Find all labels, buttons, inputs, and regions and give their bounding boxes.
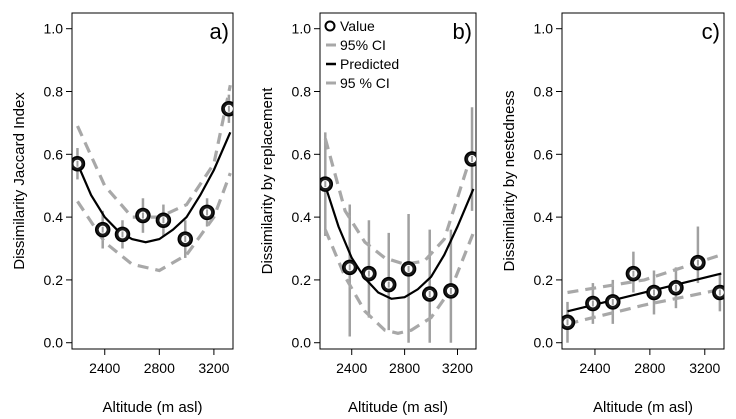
data-layer xyxy=(72,84,233,273)
y-tick-label: 0.8 xyxy=(44,84,64,100)
panel-c: 0.0 0.2 0.4 0.6 0.8 1.0 2400 2800 3200 Altitude (… xyxy=(501,12,725,416)
legend-entry: 95 % CI xyxy=(340,75,390,91)
y-tick-label: 0.2 xyxy=(534,272,554,288)
y-tick-label: 0.4 xyxy=(44,209,64,225)
y-tick-label: 0.6 xyxy=(44,146,64,162)
legend-value-symbol xyxy=(324,20,336,32)
x-axis-title: Altitude (m asl) xyxy=(102,399,202,416)
x-tick-label: 2800 xyxy=(634,360,665,376)
predicted-line xyxy=(324,185,475,300)
panel-label: c) xyxy=(702,19,720,44)
y-tick-label: 0.6 xyxy=(534,146,554,162)
y-tick-label: 0.2 xyxy=(44,272,64,288)
x-tick-label: 2400 xyxy=(579,360,610,376)
x-tick-label: 2400 xyxy=(89,360,120,376)
x-tick-label: 3200 xyxy=(442,360,473,376)
y-tick-label: 0.0 xyxy=(534,335,554,351)
y-tick-label: 0.2 xyxy=(292,272,312,288)
plot-frame xyxy=(71,12,234,350)
x-tick-label: 2800 xyxy=(144,360,175,376)
panel-label: b) xyxy=(452,19,472,44)
y-tick-label: 0.6 xyxy=(292,146,312,162)
ci-upper-line xyxy=(323,138,475,266)
y-axis-title: Dissimilarity Jaccard Index xyxy=(11,92,28,270)
x-tick-label: 3200 xyxy=(689,360,720,376)
y-tick-label: 0.0 xyxy=(292,335,312,351)
y-tick-label: 0.4 xyxy=(534,209,554,225)
data-layer xyxy=(320,107,476,343)
legend-entry: Predicted xyxy=(340,56,399,72)
panel-label: a) xyxy=(209,19,229,44)
x-tick-label: 2800 xyxy=(389,360,420,376)
x-tick-label: 2400 xyxy=(336,360,367,376)
y-axis-title: Dissimilarity by replacement xyxy=(259,87,276,275)
x-axis-title: Altitude (m asl) xyxy=(593,399,693,416)
y-tick-label: 0.8 xyxy=(292,84,312,100)
y-tick-label: 1.0 xyxy=(292,21,312,37)
data-layer xyxy=(562,226,724,343)
y-tick-label: 0.8 xyxy=(534,84,554,100)
ci-lower-line xyxy=(76,172,232,273)
x-tick-label: 3200 xyxy=(198,360,229,376)
y-tick-label: 0.4 xyxy=(292,209,312,225)
legend-entry: 95% CI xyxy=(340,37,386,53)
legend-entry: Value xyxy=(340,18,375,34)
y-tick-label: 1.0 xyxy=(44,21,64,37)
ci-lower-line xyxy=(567,287,722,326)
panel-b: 0.0 0.2 0.4 0.6 0.8 1.0 2400 2800 3200 Altitude (… xyxy=(259,12,477,416)
predicted-line xyxy=(76,131,232,244)
y-tick-label: 1.0 xyxy=(534,21,554,37)
panel-a: 0.0 0.2 0.4 0.6 0.8 1.0 2400 2800 3200 Altitude (… xyxy=(11,12,234,416)
y-axis-title: Dissimilarity by nestedness xyxy=(501,91,518,272)
ci-lower-line xyxy=(323,229,475,335)
y-tick-label: 0.0 xyxy=(44,335,64,351)
plot-frame xyxy=(561,12,725,350)
x-axis-title: Altitude (m asl) xyxy=(348,399,448,416)
ci-upper-line xyxy=(76,84,232,219)
